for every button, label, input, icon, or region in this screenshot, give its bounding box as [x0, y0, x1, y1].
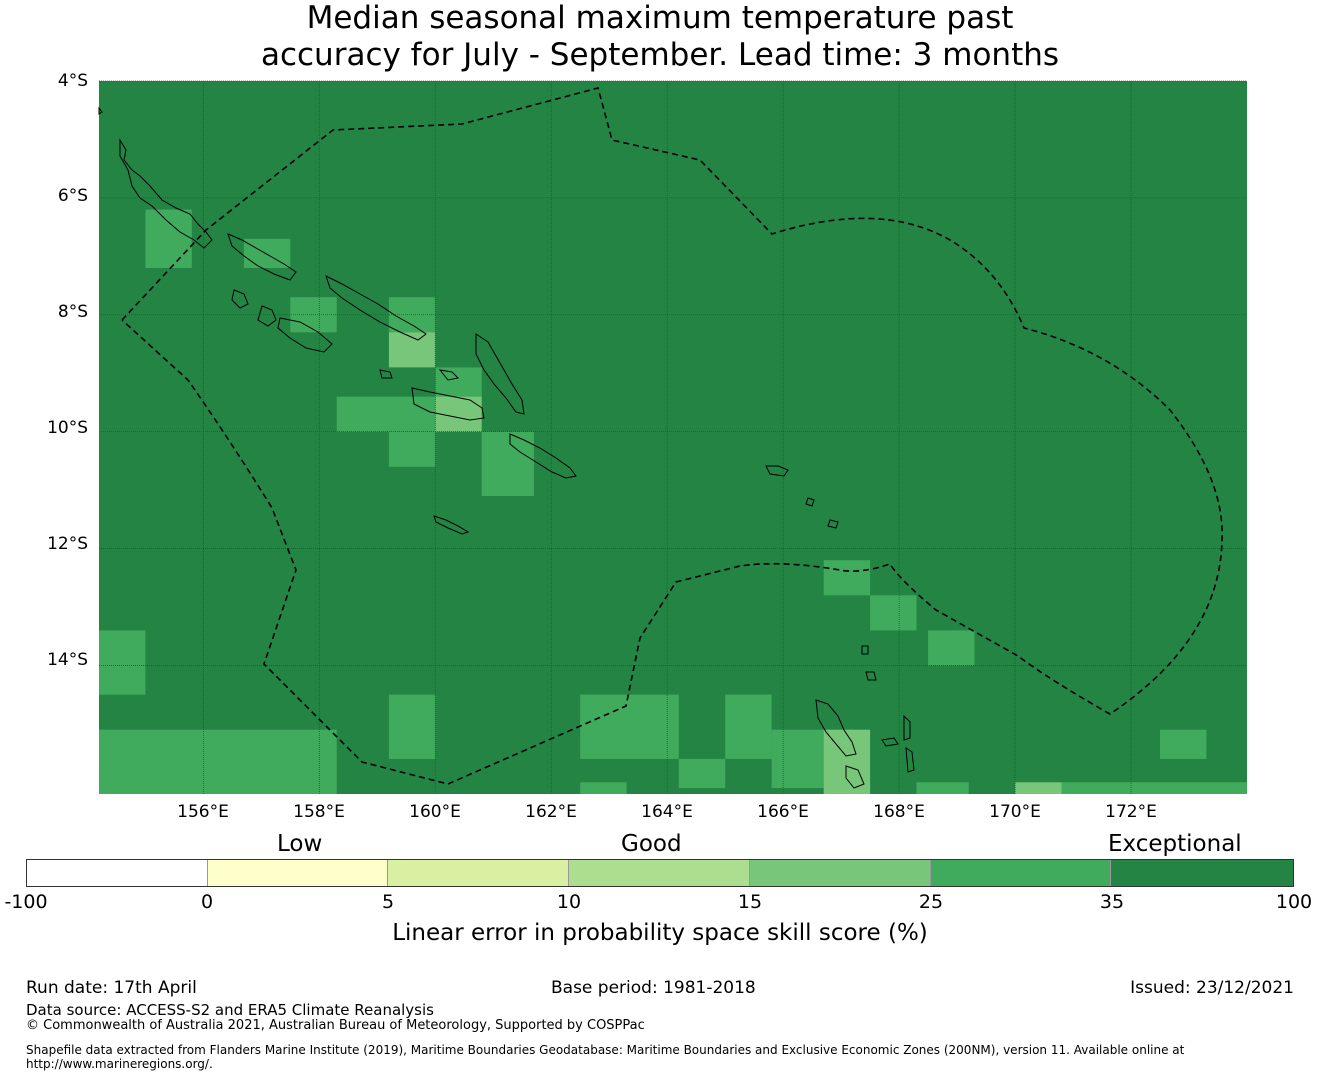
coastline-png-west [98, 106, 103, 115]
coastline-bougainville [119, 138, 213, 249]
coastline-florida-islands [438, 369, 460, 381]
coastline-choiseul [227, 233, 297, 281]
colorbar-title: Linear error in probability space skill … [392, 920, 928, 946]
coastline-new-georgia [257, 305, 277, 327]
coastline-nendo [765, 465, 789, 477]
lon-tick-168e: 168°E [873, 802, 925, 822]
base-period: Base period: 1981-2018 [551, 978, 756, 998]
coastline-malekula [845, 765, 865, 789]
skill-cell [388, 332, 436, 368]
lon-tick-164e: 164°E [641, 802, 693, 822]
lon-tick-156e: 156°E [177, 802, 229, 822]
title-line-1: Median seasonal maximum temperature past [306, 0, 1014, 36]
coastline-gaua [865, 671, 877, 681]
colorbar-bin-6 [930, 860, 1112, 886]
colorbar-tick: 100 [1275, 891, 1313, 913]
lon-tick-158e: 158°E [293, 802, 345, 822]
skill-cell [725, 694, 772, 759]
colorbar-bin-7 [1111, 860, 1294, 886]
skill-cell [388, 431, 436, 467]
data-source: Data source: ACCESS-S2 and ERA5 Climate … [26, 1001, 434, 1019]
colorbar-tick: 0 [200, 891, 214, 913]
lat-tick-6s: 6°S [57, 186, 88, 206]
coastline-malaita [475, 333, 525, 415]
skill-cells [99, 209, 1247, 794]
coastlines [98, 106, 915, 789]
issued-date: Issued: 23/12/2021 [1130, 978, 1294, 998]
skill-cell [1061, 782, 1247, 794]
coastline-vella-lavella [231, 289, 249, 309]
skill-cell [580, 782, 627, 794]
colorbar-tick: 10 [556, 891, 582, 913]
colorbar-bin-4 [569, 860, 750, 886]
lat-tick-14s: 14°S [47, 650, 88, 670]
lon-tick-160e: 160°E [409, 802, 461, 822]
skill-cell [916, 782, 969, 794]
coastline-pentecost [905, 747, 915, 773]
coastline-rennell [433, 515, 470, 535]
coastline-makira [509, 433, 577, 479]
colorbar [26, 859, 1294, 887]
skill-cell [481, 431, 534, 496]
colorbar-tick: 25 [918, 891, 944, 913]
lon-tick-162e: 162°E [525, 802, 577, 822]
eez-boundary [121, 87, 1223, 785]
colorbar-bin-5 [749, 860, 931, 886]
title-line-2: accuracy for July - September. Lead time… [260, 37, 1060, 73]
run-date: Run date: 17th April [26, 978, 197, 998]
skill-cell [928, 630, 975, 666]
coastline-vanikoro [805, 497, 815, 507]
skill-cell [823, 560, 871, 596]
lat-tick-10s: 10°S [47, 418, 88, 438]
coastline-santa-isabel [325, 275, 427, 341]
skill-cell [870, 595, 917, 631]
legend-category-low: Low [277, 831, 323, 857]
lat-tick-12s: 12°S [47, 534, 88, 554]
colorbar-tick: 35 [1099, 891, 1125, 913]
coastline-torres-banks [861, 645, 869, 655]
coastline-maewo [903, 714, 911, 741]
legend-category-good: Good [621, 831, 682, 857]
coastline-guadalcanal [411, 387, 485, 421]
skill-cell [435, 367, 482, 397]
lon-tick-166e: 166°E [757, 802, 809, 822]
coastline-ambae [881, 737, 899, 747]
coastline-new-georgia-group [277, 317, 333, 353]
skill-cell [678, 758, 726, 789]
lat-tick-4s: 4°S [57, 71, 88, 91]
skill-cell [1015, 782, 1062, 794]
skill-cell [580, 694, 679, 759]
colorbar-tick: 15 [737, 891, 763, 913]
skill-cell [823, 729, 871, 794]
shapefile-credit: Shapefile data extracted from Flanders M… [26, 1043, 1185, 1071]
colorbar-bin-3 [388, 860, 570, 886]
colorbar-tick: 5 [381, 891, 395, 913]
skill-cell [771, 729, 824, 789]
skill-cell [388, 694, 436, 759]
coastline-russell-islands [379, 369, 393, 379]
map-title: Median seasonal maximum temperature past… [0, 0, 1320, 74]
legend-category-exceptional: Exceptional [1108, 831, 1242, 857]
coastline-utupua [827, 519, 839, 529]
map-panel [98, 80, 1247, 794]
map-background [99, 81, 1247, 794]
skill-cell [145, 209, 192, 268]
colorbar-bin-1 [27, 860, 208, 886]
colorbar-bin-2 [207, 860, 389, 886]
lon-tick-170e: 170°E [989, 802, 1041, 822]
colorbar-tick: -100 [4, 891, 48, 913]
lon-tick-172e: 172°E [1105, 802, 1157, 822]
coastline-espiritu-santo [815, 699, 857, 757]
skill-cell [99, 630, 146, 695]
lat-tick-8s: 8°S [57, 302, 88, 322]
graticule [99, 80, 1247, 794]
copyright: © Commonwealth of Australia 2021, Austra… [26, 1018, 645, 1033]
skill-cell [1160, 729, 1207, 759]
skill-cell [99, 729, 337, 794]
skill-cell [336, 396, 436, 432]
